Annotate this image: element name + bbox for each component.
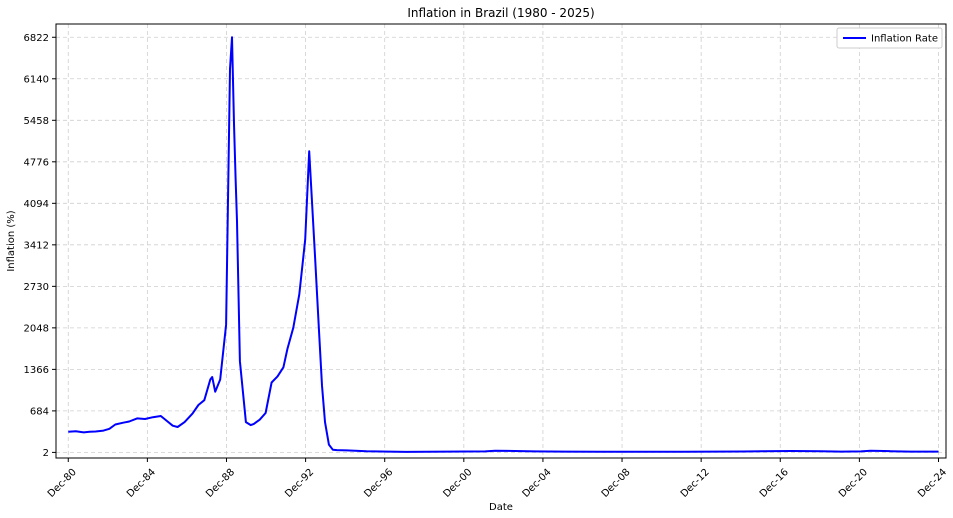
- x-axis-title: Date: [489, 502, 513, 513]
- y-tick-label: 6140: [24, 74, 49, 85]
- y-tick-label: 3412: [24, 240, 49, 251]
- series-line-0: [68, 36, 939, 453]
- y-tick-label: 2: [43, 448, 49, 459]
- series-layer: [68, 36, 939, 453]
- y-tick-label: 1366: [24, 365, 49, 376]
- y-tick-label: 5458: [24, 116, 49, 127]
- y-tick-label: 6822: [24, 33, 49, 44]
- plot-frame: [55, 23, 947, 459]
- legend: Inflation Rate: [836, 27, 943, 49]
- y-tick-label: 4094: [24, 199, 49, 210]
- y-tick-label: 4776: [24, 157, 49, 168]
- legend-box: [836, 27, 943, 49]
- y-axis: 2 684 1366 2048 2730 3412 4094 4776 5458 6140 6822: [24, 33, 56, 459]
- y-tick-label: 2048: [24, 323, 49, 334]
- y-tick-label: 2730: [24, 282, 49, 293]
- chart-title: Inflation in Brazil (1980 - 2025): [407, 6, 594, 20]
- y-axis-title: Inflation (%): [6, 210, 17, 271]
- y-tick-label: 684: [30, 406, 49, 417]
- grid: [56, 24, 946, 458]
- legend-label: Inflation Rate: [871, 34, 938, 45]
